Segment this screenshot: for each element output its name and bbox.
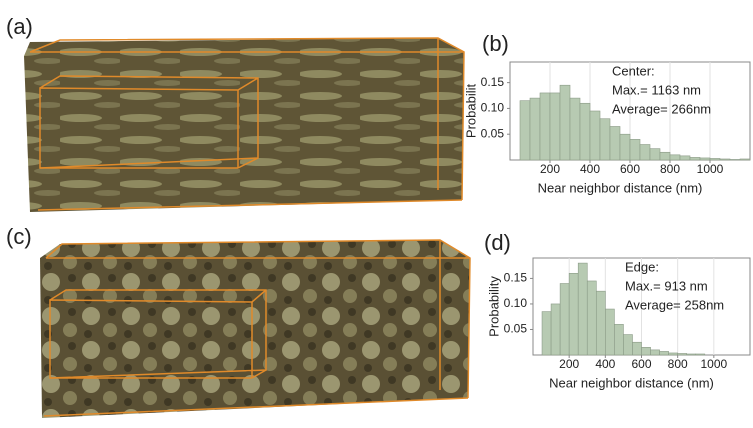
bar bbox=[740, 159, 750, 160]
annotation: Average= 258nm bbox=[625, 297, 724, 312]
panel-label: (d) bbox=[484, 230, 511, 255]
bar bbox=[614, 324, 623, 355]
bar bbox=[600, 119, 610, 160]
bar bbox=[660, 152, 670, 160]
bar bbox=[520, 101, 530, 160]
bar bbox=[623, 335, 632, 355]
bar bbox=[630, 139, 640, 160]
x-tick-label: 600 bbox=[631, 357, 651, 371]
x-axis-label: Near neighbor distance (nm) bbox=[549, 375, 714, 390]
x-tick-label: 600 bbox=[620, 162, 640, 176]
x-tick-label: 800 bbox=[668, 357, 688, 371]
bar bbox=[640, 145, 650, 160]
x-tick-label: 200 bbox=[559, 357, 579, 371]
bar bbox=[551, 304, 560, 355]
annotation: Average= 266nm bbox=[612, 101, 711, 116]
bar bbox=[632, 342, 641, 355]
bar bbox=[700, 158, 710, 160]
bar bbox=[620, 134, 630, 160]
panel-label: (a) bbox=[6, 14, 33, 39]
volume-rendering bbox=[40, 240, 470, 418]
annotation: Center: bbox=[612, 63, 655, 78]
panel-label: (c) bbox=[6, 224, 32, 249]
figure: (a) (c) (b) 200 400 600 800 1000 0.05 0.10 0.15 C… bbox=[0, 0, 753, 423]
bar bbox=[730, 159, 740, 160]
bar bbox=[680, 156, 690, 160]
bar bbox=[669, 353, 678, 355]
bar bbox=[569, 273, 578, 355]
x-tick-label: 1000 bbox=[700, 357, 727, 371]
bar bbox=[710, 158, 720, 160]
y-tick-label: 0.05 bbox=[481, 126, 505, 140]
bar bbox=[605, 309, 614, 355]
panel-label: (b) bbox=[482, 31, 509, 56]
y-tick-label: 0.05 bbox=[504, 322, 528, 336]
bar bbox=[660, 351, 669, 355]
bar bbox=[696, 354, 705, 355]
y-axis-label: Probabilit bbox=[463, 84, 478, 139]
y-tick-label: 0.10 bbox=[504, 296, 528, 310]
bar bbox=[690, 157, 700, 160]
bar bbox=[570, 98, 580, 160]
bar bbox=[590, 111, 600, 160]
x-tick-label: 800 bbox=[660, 162, 680, 176]
y-tick-label: 0.15 bbox=[481, 75, 505, 89]
volume-rendering bbox=[24, 38, 464, 212]
bar bbox=[610, 126, 620, 160]
bar bbox=[596, 291, 605, 355]
annotation: Max.= 1163 nm bbox=[612, 82, 701, 97]
bar bbox=[550, 93, 560, 160]
bar bbox=[720, 159, 730, 160]
x-tick-label: 200 bbox=[540, 162, 560, 176]
bar bbox=[530, 98, 540, 160]
x-tick-label: 400 bbox=[580, 162, 600, 176]
annotation: Max.= 913 nm bbox=[625, 278, 708, 293]
annotation: Edge: bbox=[625, 259, 659, 274]
x-axis-label: Near neighbor distance (nm) bbox=[538, 180, 703, 195]
bar bbox=[651, 350, 660, 355]
x-tick-label: 1000 bbox=[697, 162, 724, 176]
bar bbox=[578, 263, 587, 355]
y-axis-label: Probability bbox=[486, 276, 501, 337]
bar bbox=[650, 149, 660, 160]
bar bbox=[678, 353, 687, 355]
bar bbox=[580, 103, 590, 160]
bar bbox=[670, 155, 680, 160]
bar bbox=[687, 354, 696, 355]
y-tick-label: 0.10 bbox=[481, 101, 505, 115]
y-tick-label: 0.15 bbox=[504, 271, 528, 285]
bar bbox=[560, 284, 569, 355]
x-tick-label: 400 bbox=[595, 357, 615, 371]
bar bbox=[642, 347, 651, 355]
bar bbox=[540, 93, 550, 160]
bar bbox=[542, 312, 551, 355]
bar bbox=[587, 281, 596, 355]
bar bbox=[560, 85, 570, 160]
